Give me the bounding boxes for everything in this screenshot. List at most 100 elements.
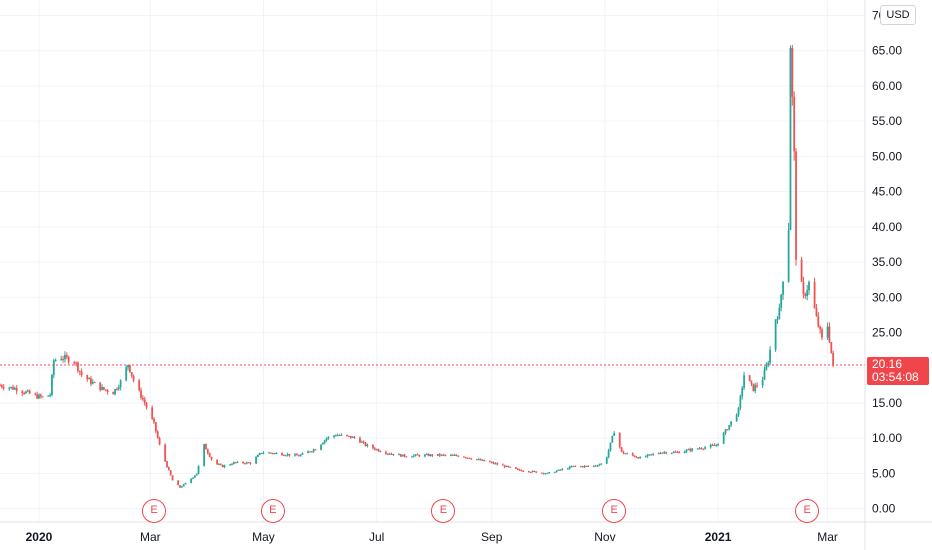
- candle: [496, 462, 499, 466]
- candle: [283, 454, 285, 457]
- candle: [232, 461, 235, 465]
- candle: [399, 453, 402, 458]
- price-tick-label: 25.00: [872, 326, 902, 340]
- candle: [141, 395, 144, 402]
- candle: [231, 462, 233, 466]
- candle: [607, 448, 610, 459]
- candle: [411, 455, 413, 458]
- candle: [281, 452, 283, 456]
- earnings-marker[interactable]: E: [142, 499, 166, 523]
- candle: [0, 383, 3, 389]
- candle: [377, 448, 380, 452]
- candle: [568, 465, 571, 470]
- currency-badge[interactable]: USD: [880, 5, 916, 25]
- candle: [735, 413, 738, 422]
- candle: [466, 457, 469, 459]
- candle: [334, 434, 337, 437]
- candle: [501, 463, 504, 466]
- candle: [529, 471, 532, 474]
- candle: [464, 456, 467, 459]
- candle: [416, 453, 419, 456]
- candle: [67, 355, 70, 364]
- candle: [91, 379, 94, 385]
- candle: [635, 455, 638, 458]
- candle: [64, 351, 66, 363]
- earnings-marker[interactable]: E: [602, 499, 627, 523]
- candle: [36, 391, 39, 400]
- candle: [450, 453, 452, 457]
- candle: [128, 364, 131, 373]
- price-tick-label: 35.00: [872, 255, 902, 269]
- candle: [750, 380, 753, 387]
- candle: [8, 386, 11, 392]
- candle: [648, 454, 651, 456]
- candle: [295, 452, 298, 456]
- candle: [726, 429, 729, 431]
- candle: [830, 341, 833, 354]
- earnings-marker[interactable]: E: [795, 499, 820, 523]
- candle: [375, 448, 378, 451]
- candle: [23, 391, 26, 396]
- candle: [101, 384, 103, 391]
- candle: [494, 462, 497, 465]
- candle: [388, 452, 391, 455]
- candle: [555, 470, 558, 473]
- candle: [114, 388, 116, 396]
- time-tick-label: Mar: [817, 530, 838, 544]
- candle: [195, 473, 198, 476]
- candle: [203, 443, 206, 467]
- candle: [789, 45, 792, 231]
- candle: [613, 431, 616, 436]
- candle: [709, 443, 712, 449]
- candle: [245, 461, 248, 465]
- candle: [620, 446, 623, 453]
- candle: [234, 462, 237, 464]
- candle: [559, 469, 562, 471]
- price-axis: 0.005.0010.0015.0020.0025.0030.0035.0040…: [872, 8, 902, 515]
- candle: [672, 451, 675, 454]
- candle: [392, 453, 395, 457]
- candle: [780, 293, 783, 312]
- candle: [403, 453, 406, 458]
- candle: [711, 443, 714, 446]
- candle: [346, 434, 348, 437]
- candle: [533, 470, 536, 472]
- candle: [531, 470, 534, 473]
- candle: [774, 319, 777, 352]
- candle: [294, 452, 296, 457]
- candle: [639, 456, 642, 459]
- candle: [828, 322, 831, 344]
- candle: [566, 467, 569, 470]
- candle: [687, 448, 690, 451]
- candle: [698, 446, 701, 450]
- candle: [544, 473, 547, 475]
- candle: [323, 439, 326, 445]
- candle: [242, 461, 244, 464]
- earnings-marker[interactable]: E: [260, 499, 285, 523]
- candle: [182, 483, 185, 487]
- candle: [336, 433, 339, 437]
- earnings-marker[interactable]: E: [431, 499, 456, 523]
- candle: [808, 280, 810, 295]
- candle: [637, 457, 640, 459]
- candle: [722, 431, 725, 445]
- time-tick-label: Sep: [481, 530, 503, 544]
- candle: [325, 437, 328, 442]
- candle: [47, 395, 50, 397]
- candle: [127, 364, 129, 371]
- candle: [99, 382, 102, 392]
- candle: [691, 447, 694, 453]
- candle: [765, 362, 768, 371]
- candle: [804, 292, 807, 300]
- candle: [540, 472, 543, 474]
- candle: [340, 433, 343, 436]
- candle: [782, 281, 784, 300]
- candle: [247, 461, 250, 464]
- candle: [579, 465, 582, 468]
- candle: [359, 436, 361, 444]
- candle: [401, 454, 404, 457]
- candle: [490, 461, 493, 464]
- candle: [80, 368, 83, 378]
